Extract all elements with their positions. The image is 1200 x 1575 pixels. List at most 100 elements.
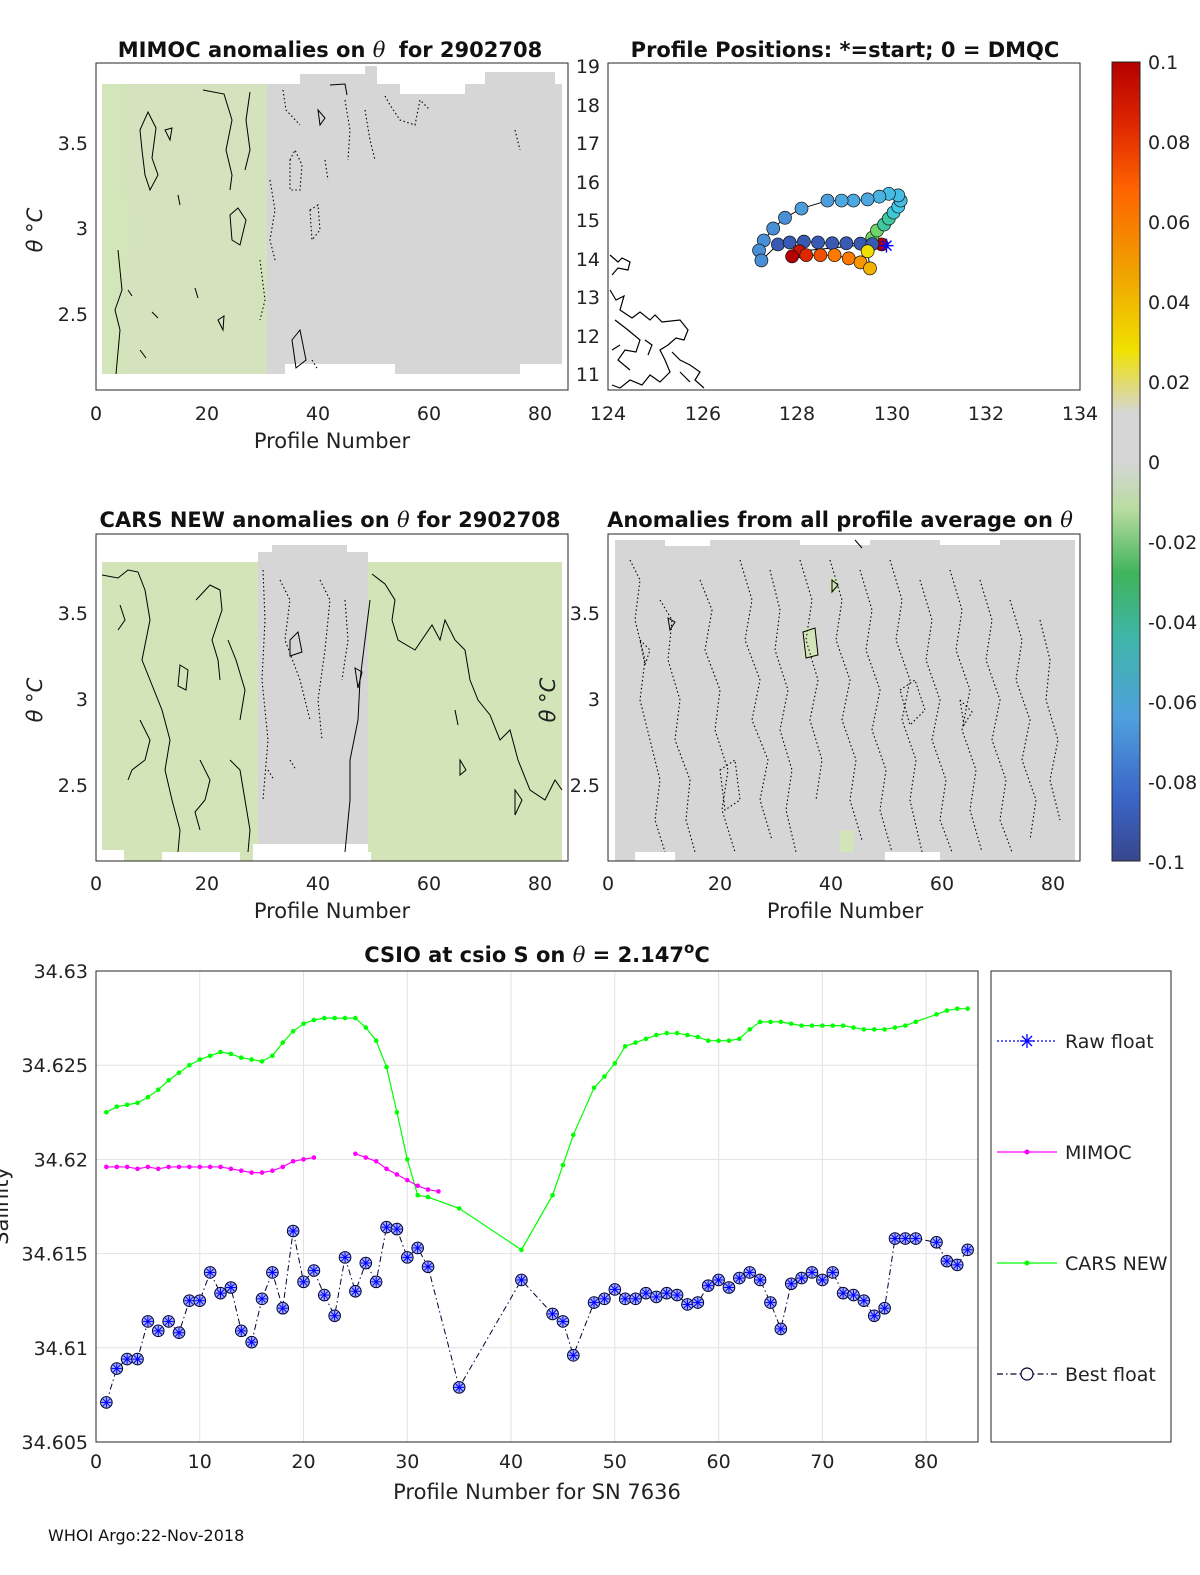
profile-position-marker (785, 249, 799, 264)
legend: Raw float MIMOC CARS NEW Best float (990, 970, 1172, 1443)
raw-float-point (786, 1278, 797, 1289)
x-tick-label: 30 (395, 1451, 419, 1473)
mimoc-point (436, 1189, 441, 1194)
raw-float-point (381, 1222, 392, 1233)
raw-float-point (516, 1274, 527, 1285)
cars-new-point (311, 1017, 317, 1023)
raw-float-point (402, 1252, 413, 1263)
cars-new-point (280, 1040, 286, 1045)
raw-float-point (174, 1327, 185, 1338)
cars-new-point (124, 1102, 130, 1108)
cars-new-point (290, 1028, 296, 1034)
mimoc-anomaly-field (102, 66, 562, 378)
raw-float-point (692, 1297, 703, 1308)
cars-new-point (851, 1025, 856, 1030)
raw-float-point (184, 1295, 195, 1306)
raw-float-point (319, 1290, 330, 1301)
allavg-anomaly-field (615, 536, 1075, 861)
raw-float-point (568, 1350, 579, 1361)
profile-position-marker (825, 236, 840, 251)
raw-float-point (869, 1310, 880, 1321)
raw-float-point (744, 1267, 755, 1278)
y-tick-label: 34.625 (22, 1055, 88, 1077)
raw-float-point (132, 1354, 143, 1365)
allavg-xticks: 0 20 40 60 80 (602, 873, 1065, 895)
cars-ylabel: θ °C (23, 677, 47, 722)
x-tick-label: 10 (188, 1451, 212, 1473)
cars-new-point (809, 1023, 815, 1028)
legend-best-float: Best float (997, 1364, 1156, 1386)
profile-position-marker (872, 189, 887, 204)
raw-float-point (329, 1310, 340, 1321)
raw-float-point (806, 1267, 817, 1278)
cars-new-point (882, 1027, 887, 1032)
colorbar-gradient (1111, 61, 1141, 862)
cars-new-point (425, 1194, 431, 1200)
profile-position-marker (839, 236, 854, 251)
raw-float-point (547, 1308, 558, 1319)
cars-new-point (104, 1110, 109, 1115)
cars-new-point (654, 1032, 659, 1038)
svg-text:0.06: 0.06 (1148, 212, 1190, 234)
svg-text:18: 18 (576, 95, 600, 117)
svg-text:3.5: 3.5 (58, 603, 88, 625)
salinity-panel: CSIO at csio S on θ = 2.147oC 0 10 20 30 40 5… (0, 939, 1172, 1504)
raw-float-point (879, 1303, 890, 1314)
cars-new-point (757, 1019, 763, 1025)
cars-axes-box (95, 533, 569, 862)
mimoc-point (218, 1164, 223, 1170)
cars-new-point (353, 1015, 358, 1021)
cars-new-point (726, 1038, 732, 1044)
raw-float-point (755, 1274, 766, 1285)
cars-new-point (218, 1049, 223, 1055)
cars-new-point (176, 1070, 182, 1076)
raw-float-point (153, 1325, 164, 1336)
raw-float-point (775, 1323, 786, 1334)
allavg-panel: Anomalies from all profile average on θ (536, 508, 1081, 923)
svg-text:130: 130 (874, 403, 910, 425)
raw-float-point (962, 1244, 973, 1255)
raw-float-point (630, 1293, 641, 1304)
mimoc-point (228, 1166, 234, 1172)
legend-cars-new: CARS NEW (997, 1253, 1168, 1275)
mimoc-point (145, 1164, 151, 1170)
raw-float-point (900, 1233, 911, 1244)
raw-float-point (101, 1397, 112, 1408)
x-tick-label: 20 (291, 1451, 315, 1473)
cars-new-point (394, 1110, 400, 1115)
cars-new-point (716, 1038, 721, 1044)
cars-new-point (612, 1061, 618, 1066)
mimoc-title: MIMOC anomalies on θ for 2902708 (118, 38, 542, 62)
cars-new-point (259, 1059, 265, 1064)
svg-text:0.08: 0.08 (1148, 132, 1190, 154)
raw-float-point (412, 1242, 423, 1253)
allavg-dotted-contours (629, 559, 1061, 853)
positions-title: Profile Positions: *=start; 0 = DMQC (631, 38, 1060, 62)
raw-float-point (122, 1354, 133, 1365)
svg-text:0: 0 (602, 873, 614, 895)
svg-text:2.5: 2.5 (58, 304, 88, 326)
salinity-xticks: 0 10 20 30 40 50 60 70 80 (90, 1451, 938, 1473)
cars-new-point (519, 1247, 524, 1253)
profile-position-marker (860, 192, 875, 207)
svg-text:0: 0 (90, 403, 102, 425)
cars-new-point (664, 1030, 670, 1036)
raw-float-point (589, 1297, 600, 1308)
svg-text:128: 128 (779, 403, 815, 425)
raw-float-point (858, 1295, 869, 1306)
positions-panel: Profile Positions: *=start; 0 = DMQC 124… (576, 38, 1098, 425)
y-tick-label: 34.61 (34, 1338, 88, 1360)
x-tick-label: 70 (810, 1451, 834, 1473)
raw-float-point (371, 1276, 382, 1287)
cars-new-point (685, 1032, 690, 1038)
cars-new-point (342, 1015, 348, 1021)
svg-text:3: 3 (588, 689, 600, 711)
raw-float-point (651, 1291, 662, 1302)
cars-new-point (892, 1025, 898, 1030)
colorbar-ticks: 0.1 0.08 0.06 0.04 0.02 0 -0.02 -0.04 -0… (1148, 52, 1197, 874)
cars-new-point (145, 1094, 151, 1100)
svg-text:11: 11 (576, 364, 600, 386)
allavg-contours (667, 539, 863, 659)
raw-float-point (713, 1274, 724, 1285)
profile-position-marker (813, 248, 828, 263)
